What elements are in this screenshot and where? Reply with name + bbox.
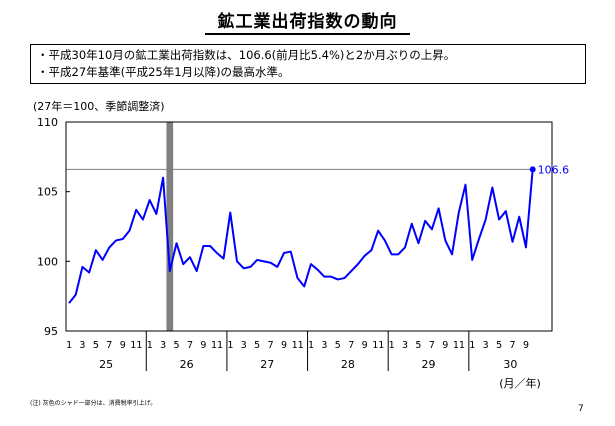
page-title: 鉱工業出荷指数の動向 [217, 12, 398, 32]
unit-label: (27年＝100、季節調整済) [33, 100, 165, 113]
month-tick-label: 7 [510, 340, 516, 351]
month-tick-label: 5 [496, 340, 502, 351]
month-tick-label: 7 [429, 340, 435, 351]
footnote: (注) 灰色のシャド一部分は、消費税率引上げ。 [30, 400, 157, 407]
summary-note: ・平成27年基準(平成25年1月以降)の最高水準。 [37, 65, 290, 79]
month-tick-label: 7 [348, 340, 354, 351]
month-tick-label: 9 [362, 340, 368, 351]
month-tick-label: 5 [254, 340, 260, 351]
month-tick-label: 11 [372, 340, 384, 351]
summary-note: ・平成30年10月の鉱工業出荷指数は、106.6(前月比5.4%)と2か月ぶりの… [37, 48, 456, 62]
plot-area [65, 121, 553, 332]
y-tick-label: 110 [37, 116, 58, 129]
month-tick-label: 7 [106, 340, 112, 351]
month-tick-label: 5 [93, 340, 99, 351]
month-tick-label: 7 [268, 340, 274, 351]
month-tick-label: 11 [211, 340, 223, 351]
month-tick-label: 7 [187, 340, 193, 351]
year-label: 29 [422, 358, 436, 371]
month-tick-label: 9 [442, 340, 448, 351]
month-tick-label: 9 [281, 340, 287, 351]
month-tick-label: 3 [79, 340, 85, 351]
year-label: 26 [180, 358, 194, 371]
month-tick-label: 3 [402, 340, 408, 351]
month-tick-label: 1 [308, 340, 314, 351]
month-tick-label: 1 [469, 340, 475, 351]
summary-box: ・平成30年10月の鉱工業出荷指数は、106.6(前月比5.4%)と2か月ぶりの… [30, 44, 586, 84]
month-tick-label: 11 [453, 340, 465, 351]
month-tick-label: 5 [174, 340, 180, 351]
month-tick-label: 11 [130, 340, 142, 351]
shaded-period-bar [166, 122, 174, 331]
month-tick-label: 3 [241, 340, 247, 351]
year-label: 28 [341, 358, 355, 371]
y-tick-label: 105 [37, 186, 58, 199]
month-tick-label: 3 [160, 340, 166, 351]
year-label: 27 [260, 358, 274, 371]
month-tick-label: 5 [335, 340, 341, 351]
year-label: 30 [503, 358, 517, 371]
month-tick-label: 5 [415, 340, 421, 351]
month-tick-label: 9 [120, 340, 126, 351]
month-tick-label: 11 [291, 340, 303, 351]
month-tick-label: 3 [321, 340, 327, 351]
month-tick-label: 3 [483, 340, 489, 351]
page-number: 7 [578, 404, 584, 414]
y-tick-label: 95 [44, 325, 58, 338]
month-tick-label: 9 [523, 340, 529, 351]
last-value-label: 106.6 [538, 163, 570, 176]
y-tick-label: 100 [37, 255, 58, 268]
month-tick-label: 9 [200, 340, 206, 351]
series-line [68, 169, 534, 304]
month-tick-label: 1 [66, 340, 72, 351]
x-axis-label: (月／年) [499, 376, 541, 390]
month-tick-label: 1 [389, 340, 395, 351]
title-underline [205, 33, 410, 35]
month-tick-label: 1 [147, 340, 153, 351]
last-point-marker [529, 166, 536, 173]
month-tick-label: 1 [227, 340, 233, 351]
year-label: 25 [99, 358, 113, 371]
